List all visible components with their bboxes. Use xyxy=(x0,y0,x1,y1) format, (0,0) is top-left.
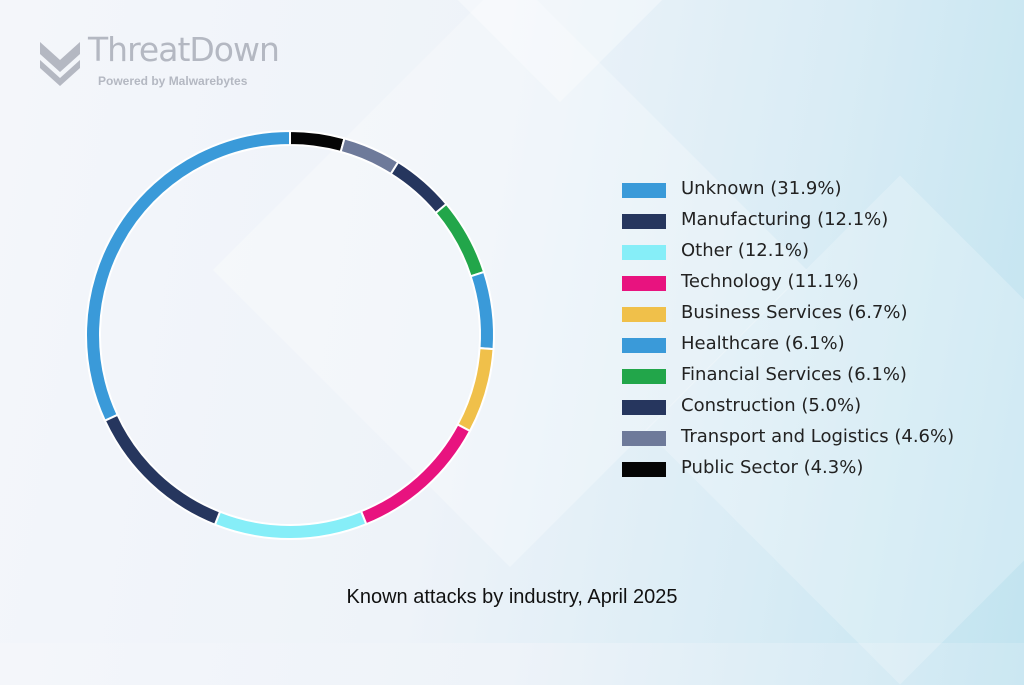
threatdown-chevron-icon xyxy=(40,42,80,86)
donut-slice xyxy=(289,129,346,154)
legend-swatch xyxy=(622,462,666,477)
legend-swatch xyxy=(622,183,666,198)
chart-title: Known attacks by industry, April 2025 xyxy=(346,586,678,608)
legend-swatch xyxy=(622,214,666,229)
legend-swatch xyxy=(622,369,666,384)
legend-label: Technology (11.1%) xyxy=(681,271,859,292)
donut-slice xyxy=(213,509,368,540)
donut-chart xyxy=(85,129,495,540)
legend-label: Other (12.1%) xyxy=(681,240,810,261)
donut-slice xyxy=(434,202,486,278)
legend-label: Construction (5.0%) xyxy=(681,395,862,416)
legend-label: Manufacturing (12.1%) xyxy=(681,209,889,230)
legend-label: Financial Services (6.1%) xyxy=(681,364,907,385)
legend-swatch xyxy=(622,400,666,415)
legend-label: Business Services (6.7%) xyxy=(681,302,908,323)
legend-swatch xyxy=(622,431,666,446)
legend-swatch xyxy=(622,307,666,322)
donut-slice xyxy=(469,270,495,351)
legend-swatch xyxy=(622,276,666,291)
donut-slice xyxy=(339,137,400,176)
brand-tagline: Powered by Malwarebytes xyxy=(98,74,248,88)
legend-label: Unknown (31.9%) xyxy=(681,178,842,199)
brand-name: ThreatDown xyxy=(88,30,280,69)
donut-slice xyxy=(359,423,472,526)
legend-swatch xyxy=(622,245,666,260)
donut-slice xyxy=(103,413,222,526)
donut-slice xyxy=(389,160,448,215)
donut-slice xyxy=(456,347,495,433)
donut-slice xyxy=(85,129,291,423)
legend-label: Transport and Logistics (4.6%) xyxy=(681,426,955,447)
threatdown-logo: ThreatDown Powered by Malwarebytes xyxy=(36,30,336,94)
legend-label: Healthcare (6.1%) xyxy=(681,333,845,354)
legend-label: Public Sector (4.3%) xyxy=(681,457,864,478)
legend-swatch xyxy=(622,338,666,353)
